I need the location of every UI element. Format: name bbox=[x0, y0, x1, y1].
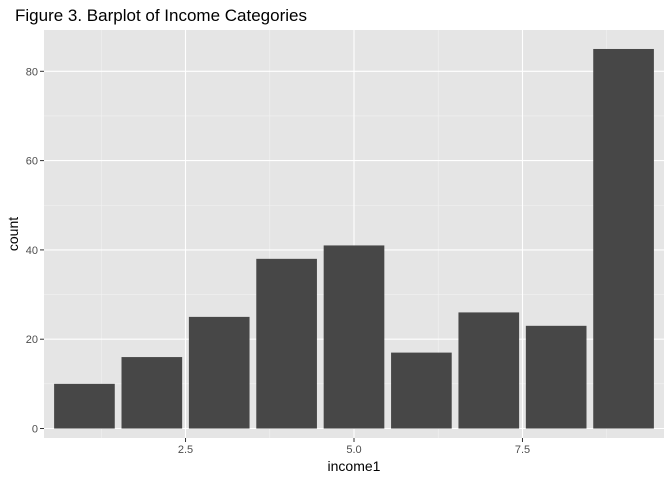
y-tick-label: 40 bbox=[26, 245, 38, 257]
bar bbox=[121, 357, 183, 429]
x-tick-label: 2.5 bbox=[178, 444, 193, 456]
bar bbox=[391, 352, 452, 429]
x-axis-label: income1 bbox=[328, 458, 381, 474]
bar bbox=[458, 312, 520, 429]
bar bbox=[54, 383, 115, 429]
x-tick-label: 5.0 bbox=[346, 444, 361, 456]
bar bbox=[593, 48, 654, 429]
y-tick-label: 20 bbox=[26, 334, 38, 346]
chart-title: Figure 3. Barplot of Income Categories bbox=[15, 6, 307, 25]
y-axis-label: count bbox=[5, 217, 21, 251]
y-tick-label: 60 bbox=[26, 156, 38, 168]
y-tick-label: 80 bbox=[26, 66, 38, 78]
y-tick-label: 0 bbox=[32, 424, 38, 436]
bar bbox=[188, 316, 250, 429]
bar bbox=[256, 258, 317, 429]
x-tick-label: 7.5 bbox=[515, 444, 530, 456]
bar bbox=[323, 245, 385, 429]
bars bbox=[54, 48, 654, 429]
x-axis: 2.5 5.0 7.5 bbox=[178, 438, 530, 456]
y-axis: 0 20 40 60 80 bbox=[26, 66, 44, 436]
bar bbox=[525, 325, 587, 429]
